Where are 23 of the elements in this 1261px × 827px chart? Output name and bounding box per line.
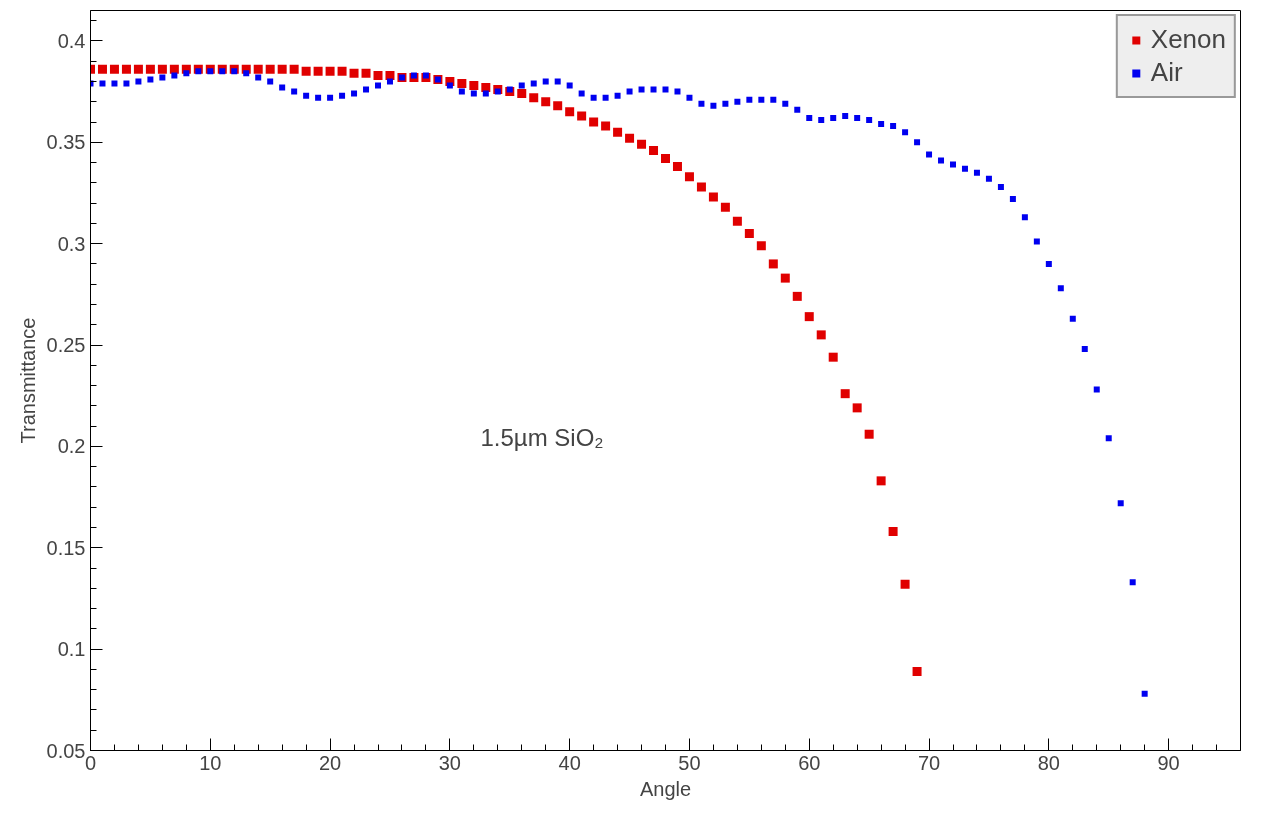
y-tick-label: 0.4 (57, 29, 86, 52)
x-axis-title: Angle (639, 777, 692, 800)
x-tick-label: 50 (678, 751, 701, 774)
y-axis-title: Transmittance (16, 317, 39, 444)
x-tick-label: 10 (199, 751, 222, 774)
y-tick-label: 0.2 (57, 435, 86, 458)
x-tick-label: 20 (318, 751, 342, 774)
x-tick-label: 0 (84, 751, 97, 774)
x-tick-label: 40 (558, 751, 581, 774)
x-tick-label: 60 (798, 751, 821, 774)
legend-label: Xenon (1150, 24, 1226, 55)
annotation: 1.5µm SiO₂ (480, 423, 604, 451)
y-tick-label: 0.35 (46, 131, 86, 154)
y-tick-label: 0.05 (46, 739, 86, 762)
x-tick-label: 80 (1037, 751, 1060, 774)
x-tick-label: 70 (917, 751, 941, 774)
y-tick-label: 0.1 (57, 638, 86, 661)
y-tick-label: 0.3 (57, 232, 86, 255)
legend-label: Air (1150, 57, 1183, 88)
x-tick-label: 90 (1157, 751, 1180, 774)
y-tick-label: 0.25 (46, 334, 86, 357)
y-tick-label: 0.15 (46, 536, 86, 559)
x-tick-label: 30 (438, 751, 461, 774)
